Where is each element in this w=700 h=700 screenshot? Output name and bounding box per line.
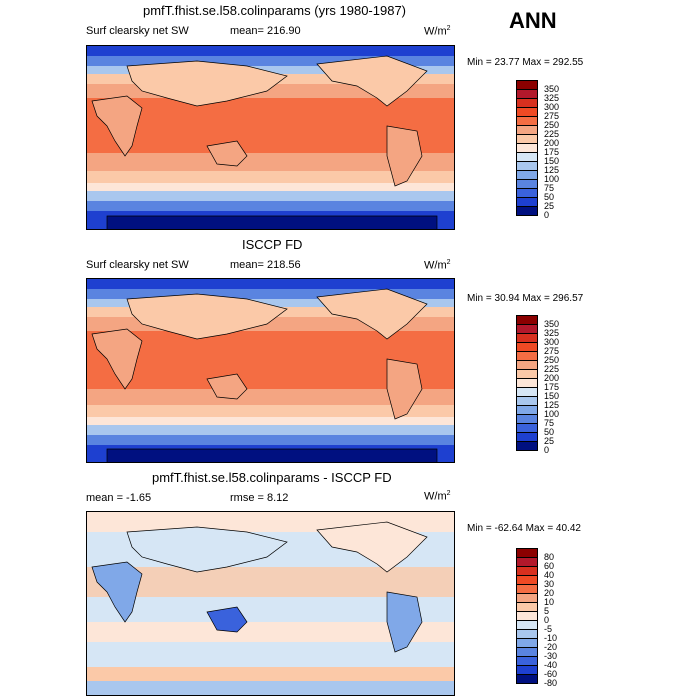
panel2-colorbar-label: 200	[544, 373, 560, 383]
panel1-colorbar-label: 250	[544, 120, 560, 130]
panel1-colorbar-label: 125	[544, 165, 560, 175]
panel3-colorbar-label: 5	[544, 606, 550, 616]
panel1-colorbar-label: 100	[544, 174, 560, 184]
panel2-colorbar-label: 275	[544, 346, 560, 356]
panel1-colorbar-label: 350	[544, 84, 560, 94]
panel1-map-field	[87, 46, 454, 229]
season-label: ANN	[509, 8, 557, 33]
panel1-title: pmfT.fhist.se.l58.colinparams (yrs 1980-…	[143, 3, 407, 18]
panel1-colorbar-label: 150	[544, 156, 560, 166]
panel3-colorbar-swatch-neg80	[516, 674, 538, 684]
panel3-title: pmfT.fhist.se.l58.colinparams - ISCCP FD	[152, 470, 392, 485]
panel1-colorbar-label: 325	[544, 93, 560, 103]
panel3-units: W/m2	[424, 490, 451, 503]
panel2-colorbar-label: 75	[544, 418, 555, 428]
panel2-colorbar-label: 300	[544, 337, 560, 347]
panel3-colorbar-label: -30	[544, 651, 558, 661]
panel2-mean: mean= 218.56	[230, 259, 301, 271]
panel3-colorbar-label: -20	[544, 642, 558, 652]
panel1-map	[86, 45, 455, 230]
panel1-colorbar-label: 225	[544, 129, 560, 139]
panel2-map-field	[87, 279, 454, 462]
panel1-colorbar-label: 50	[544, 192, 555, 202]
panel1-colorbar-label: 75	[544, 183, 555, 193]
panel1-colorbar-swatch-0	[516, 206, 538, 216]
panel3-colorbar-label: -10	[544, 633, 558, 643]
panel2-colorbar-label: 175	[544, 382, 560, 392]
panel3-colorbar: 80 60 40 30 20 10 5 0 -5 -10 -20 -30 -40…	[516, 548, 576, 696]
panel2-colorbar: 350 325 300 275 250 225 200 175 150 125 …	[516, 315, 576, 463]
panel3-colorbar-label: -60	[544, 669, 558, 679]
panel1-colorbar-label: 275	[544, 111, 560, 121]
panel2-colorbar-label: 250	[544, 355, 560, 365]
panel3-colorbar-label: -80	[544, 678, 558, 688]
panel3-rmse: rmse = 8.12	[230, 492, 289, 504]
panel3-colorbar-label: 40	[544, 570, 555, 580]
panel3-mean: mean = -1.65	[86, 492, 152, 504]
panel3-minmax: Min = -62.64 Max = 40.42	[467, 523, 581, 534]
panel2-minmax: Min = 30.94 Max = 296.57	[467, 293, 584, 304]
panel2-colorbar-label: 125	[544, 400, 560, 410]
panel1-units: W/m2	[424, 25, 451, 38]
panel1-colorbar-label: 300	[544, 102, 560, 112]
panel2-colorbar-label: 100	[544, 409, 560, 419]
panel2-colorbar-label: 25	[544, 436, 555, 446]
panel1-colorbar-label: 200	[544, 138, 560, 148]
panel2-title: ISCCP FD	[242, 237, 303, 252]
panel3-map	[86, 511, 455, 696]
panel2-colorbar-swatch-0	[516, 441, 538, 451]
panel2-colorbar-label: 225	[544, 364, 560, 374]
panel1-mean: mean= 216.90	[230, 25, 301, 37]
panel3-colorbar-label: 10	[544, 597, 555, 607]
panel3-colorbar-label: -40	[544, 660, 558, 670]
panel2-colorbar-label: 50	[544, 427, 555, 437]
panel3-map-field	[87, 512, 454, 695]
panel1-minmax: Min = 23.77 Max = 292.55	[467, 57, 584, 68]
panel1-colorbar-label: 25	[544, 201, 555, 211]
panel3-colorbar-label: 0	[544, 615, 550, 625]
panel1-colorbar-label: 0	[544, 210, 550, 220]
panel3-colorbar-label: 60	[544, 561, 555, 571]
panel2-map	[86, 278, 455, 463]
panel3-colorbar-label: 20	[544, 588, 555, 598]
panel2-variable: Surf clearsky net SW	[86, 259, 189, 271]
panel2-colorbar-label: 0	[544, 445, 550, 455]
panel3-colorbar-label: -5	[544, 624, 553, 634]
panel2-units: W/m2	[424, 259, 451, 272]
panel1-colorbar-label: 175	[544, 147, 560, 157]
panel3-colorbar-label: 80	[544, 552, 555, 562]
panel2-colorbar-label: 150	[544, 391, 560, 401]
panel3-colorbar-label: 30	[544, 579, 555, 589]
panel1-colorbar: 350 325 300 275 250 225 200 175 150 125 …	[516, 80, 576, 228]
panel2-colorbar-label: 350	[544, 319, 560, 329]
panel1-variable: Surf clearsky net SW	[86, 25, 189, 37]
panel2-colorbar-label: 325	[544, 328, 560, 338]
